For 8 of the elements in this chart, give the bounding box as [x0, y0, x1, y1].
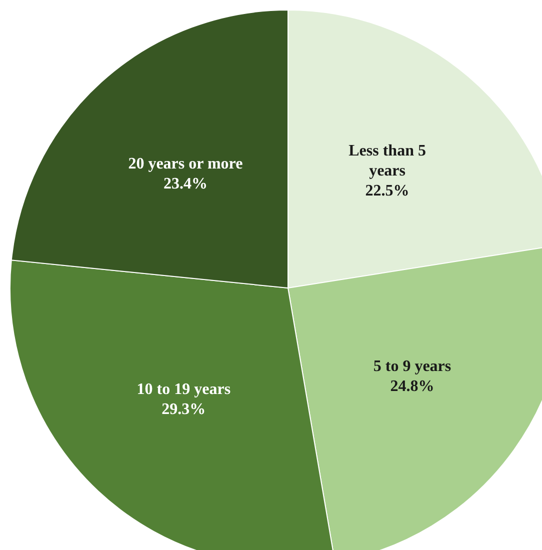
data-label: 22.5%: [365, 182, 410, 200]
data-label: 29.3%: [162, 400, 206, 418]
slice-label: 5 to 9 years: [373, 358, 452, 375]
data-label: 24.8%: [390, 378, 434, 395]
data-label: 23.4%: [163, 175, 208, 192]
slice-label: Less than 5 years: [348, 142, 426, 180]
slice-label: 10 to 19 years: [136, 380, 231, 398]
slice-label: 20 years or more: [128, 155, 243, 172]
